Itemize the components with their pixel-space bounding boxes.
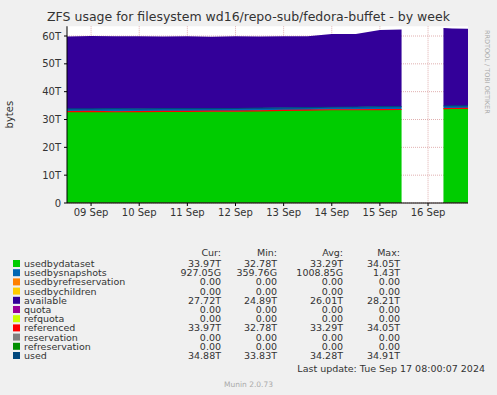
x-tick-label: 14 Sep bbox=[314, 207, 349, 218]
tick bbox=[64, 91, 67, 92]
legend-swatch bbox=[13, 288, 20, 295]
footer: Last update: Tue Sep 17 08:00:07 2024 bbox=[297, 363, 485, 374]
line bbox=[67, 202, 468, 203]
credit: Munin 2.0.73 bbox=[224, 380, 273, 389]
area bbox=[67, 108, 468, 203]
legend-header: Avg: bbox=[322, 247, 343, 258]
legend-stat: 34.28T bbox=[310, 350, 343, 361]
legend-swatch bbox=[13, 269, 20, 276]
y-label: bytes bbox=[4, 101, 15, 129]
background bbox=[0, 0, 497, 395]
tick bbox=[64, 63, 67, 64]
x-tick-label: 10 Sep bbox=[122, 207, 157, 218]
legend-swatch bbox=[13, 278, 20, 285]
x-tick-label: 15 Sep bbox=[363, 207, 398, 218]
tick bbox=[64, 203, 67, 204]
legend-stat: 33.83T bbox=[244, 350, 277, 361]
y-tick-label: 0 bbox=[55, 198, 61, 209]
x-tick-label: 13 Sep bbox=[266, 207, 301, 218]
line bbox=[67, 202, 468, 203]
legend-swatch bbox=[13, 297, 20, 304]
line bbox=[67, 202, 468, 203]
grid-line bbox=[428, 26, 429, 203]
legend-swatch bbox=[13, 343, 20, 350]
tick bbox=[331, 203, 332, 206]
legend-label: used bbox=[24, 350, 47, 361]
tick bbox=[187, 203, 188, 206]
legend: Cur:Min:Avg:Max:usedbydataset33.97T32.78… bbox=[13, 247, 400, 361]
legend-header: Cur: bbox=[201, 247, 221, 258]
tick bbox=[64, 36, 67, 37]
legend-swatch bbox=[13, 260, 20, 267]
y-tick-label: 10T bbox=[42, 170, 62, 181]
legend-swatch bbox=[13, 352, 20, 359]
x-tick-label: 11 Sep bbox=[170, 207, 205, 218]
legend-header: Max: bbox=[377, 247, 400, 258]
title: ZFS usage for filesystem wd16/repo-sub/f… bbox=[47, 9, 451, 24]
tick bbox=[428, 203, 429, 206]
side-text: RRDTOOL / TOBI OETIKER bbox=[483, 30, 491, 114]
tick bbox=[64, 119, 67, 120]
x-tick-label: 09 Sep bbox=[74, 207, 109, 218]
y-tick-label: 50T bbox=[42, 58, 62, 69]
x-tick-label: 12 Sep bbox=[218, 207, 253, 218]
legend-stat: 34.88T bbox=[188, 350, 221, 361]
data bbox=[67, 28, 468, 203]
legend-header: Min: bbox=[257, 247, 277, 258]
line bbox=[67, 106, 468, 109]
y-tick-label: 20T bbox=[42, 142, 62, 153]
area bbox=[67, 28, 468, 109]
legend-swatch bbox=[13, 306, 20, 313]
tick bbox=[64, 147, 67, 148]
x-axis bbox=[67, 203, 468, 204]
y-axis bbox=[67, 26, 68, 203]
legend-swatch bbox=[13, 315, 20, 322]
legend-swatch bbox=[13, 324, 20, 331]
chart: ZFS usage for filesystem wd16/repo-sub/f… bbox=[0, 0, 497, 395]
tick bbox=[139, 203, 140, 206]
plot-area bbox=[67, 26, 468, 203]
tick bbox=[283, 203, 284, 206]
x-tick-label: 16 Sep bbox=[411, 207, 446, 218]
y-tick-label: 30T bbox=[42, 114, 62, 125]
tick bbox=[379, 203, 380, 206]
y-tick-label: 40T bbox=[42, 86, 62, 97]
grid bbox=[67, 26, 468, 203]
line bbox=[67, 202, 468, 203]
legend-swatch bbox=[13, 334, 20, 341]
y-tick-label: 60T bbox=[42, 31, 62, 42]
grid-line bbox=[67, 203, 468, 204]
tick bbox=[91, 203, 92, 206]
legend-stat: 34.91T bbox=[367, 350, 400, 361]
tick bbox=[64, 175, 67, 176]
tick bbox=[235, 203, 236, 206]
